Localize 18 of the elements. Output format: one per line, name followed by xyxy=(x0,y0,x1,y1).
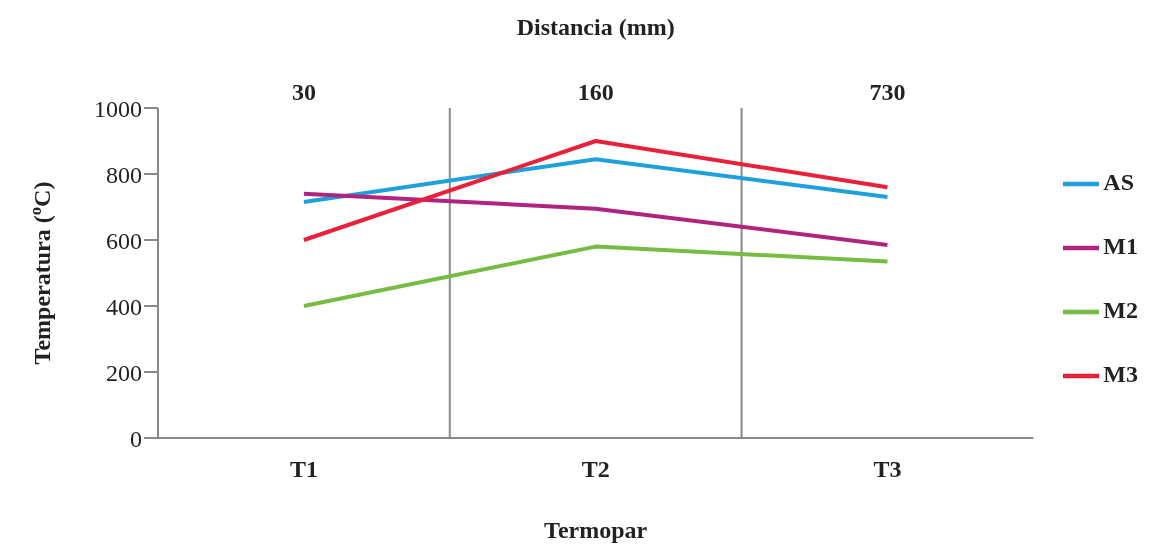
x-tick-label: T2 xyxy=(581,456,610,483)
y-tick-label: 800 xyxy=(106,161,142,188)
legend-label: M1 xyxy=(1103,233,1138,259)
y-tick-label: 0 xyxy=(130,425,142,452)
x-tick-label: T3 xyxy=(873,456,902,483)
y-tick-label: 200 xyxy=(106,359,142,386)
x2-axis-title: Distancia (mm) xyxy=(516,14,675,41)
text: 30 xyxy=(291,79,316,105)
y-tick-label: 1000 xyxy=(94,95,142,122)
x-axis-title: Termopar xyxy=(544,517,648,543)
text: 160 xyxy=(577,79,614,105)
legend-label: M2 xyxy=(1103,297,1138,323)
x-tick-label: T1 xyxy=(289,456,318,483)
y-tick-label: 600 xyxy=(106,227,142,254)
legend-label: AS xyxy=(1103,169,1135,195)
legend-label: M3 xyxy=(1103,361,1138,387)
y-tick-label: 400 xyxy=(106,293,142,320)
text: 730 xyxy=(869,79,906,105)
